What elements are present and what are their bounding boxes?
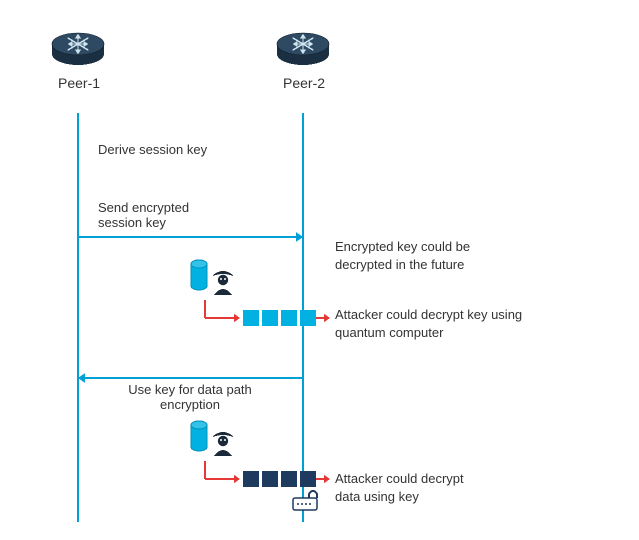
attacker1-agent-icon [210, 267, 236, 298]
use-line2: encryption [160, 397, 220, 412]
n2l2: quantum computer [335, 325, 443, 340]
attacker2-db-icon [190, 420, 208, 457]
send-line1: Send encrypted [98, 200, 189, 215]
note-decrypt-key-quantum: Attacker could decrypt key using quantum… [335, 306, 522, 341]
attacker1-data-blocks [243, 310, 316, 326]
n1l2: decrypted in the future [335, 257, 464, 272]
n3l2: data using key [335, 489, 419, 504]
n2l1: Attacker could decrypt key using [335, 307, 522, 322]
padlock-icon [292, 488, 318, 515]
step-derive-session-key: Derive session key [98, 142, 207, 157]
diagram-lines [0, 0, 639, 540]
n3l1: Attacker could decrypt [335, 471, 464, 486]
use-line1: Use key for data path [128, 382, 252, 397]
send-line2: session key [98, 215, 166, 230]
note-encrypted-key-future: Encrypted key could be decrypted in the … [335, 238, 470, 273]
attacker2-data-blocks [243, 471, 316, 487]
attacker2-agent-icon [210, 428, 236, 459]
step-use-key-encryption: Use key for data path encryption [120, 382, 260, 412]
attacker1-db-icon [190, 259, 208, 296]
note-decrypt-data: Attacker could decrypt data using key [335, 470, 464, 505]
n1l1: Encrypted key could be [335, 239, 470, 254]
step-send-encrypted-key: Send encrypted session key [98, 200, 189, 230]
